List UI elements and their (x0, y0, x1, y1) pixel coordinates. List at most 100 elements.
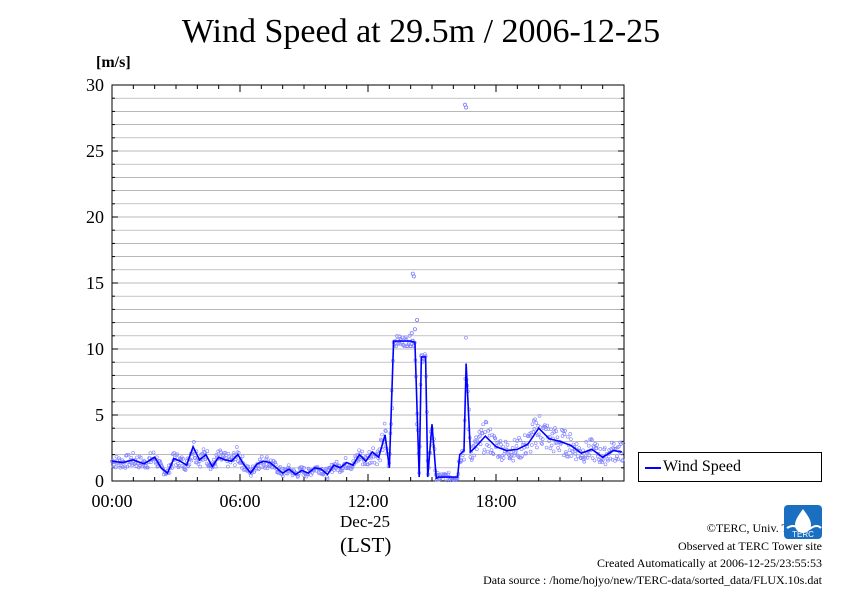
data-point (423, 352, 427, 356)
data-point (571, 442, 576, 447)
data-point (300, 465, 304, 469)
data-point (319, 472, 324, 476)
data-point (618, 440, 622, 445)
data-point (620, 458, 624, 463)
data-point (562, 453, 566, 458)
data-point (532, 426, 537, 431)
data-point (446, 470, 451, 475)
y-tick-label: 25 (86, 141, 104, 161)
data-point (477, 430, 482, 434)
data-point (549, 427, 553, 432)
data-point (371, 446, 375, 451)
data-point (499, 458, 504, 462)
data-point (482, 447, 487, 452)
data-point (290, 473, 295, 478)
data-point (545, 423, 550, 428)
data-point (548, 446, 553, 451)
x-axis-date-label: Dec-25 (340, 512, 391, 531)
data-point (520, 454, 525, 458)
data-point (357, 448, 361, 453)
data-point (537, 432, 541, 437)
data-point (600, 460, 605, 464)
data-point (488, 427, 493, 432)
data-point (324, 468, 329, 472)
data-point (490, 451, 495, 455)
data-point (537, 414, 542, 418)
data-point (193, 456, 197, 460)
data-point (618, 442, 623, 446)
data-point (505, 443, 510, 447)
data-point (561, 429, 566, 433)
data-point (214, 453, 219, 457)
data-point (498, 439, 503, 443)
data-point (249, 473, 253, 478)
data-point (213, 464, 218, 469)
data-point (281, 474, 285, 478)
data-point (265, 455, 269, 460)
data-point (394, 344, 398, 349)
data-point (175, 452, 180, 456)
data-point (601, 458, 605, 462)
data-point (524, 451, 528, 455)
data-point (531, 430, 535, 434)
data-point (523, 451, 528, 456)
data-point (569, 454, 574, 458)
data-point (256, 467, 261, 471)
data-point (603, 462, 608, 467)
data-point (462, 457, 466, 462)
data-point (226, 464, 230, 469)
y-tick-label: 15 (86, 273, 104, 293)
data-point (285, 471, 290, 476)
data-point (232, 453, 237, 457)
x-axis-timezone-label: (LST) (340, 533, 392, 557)
legend: Wind Speed (638, 452, 822, 482)
data-point (158, 459, 162, 463)
data-point (581, 448, 585, 453)
data-point (116, 463, 121, 467)
data-point (205, 449, 210, 453)
data-point (270, 465, 274, 470)
data-point (568, 432, 573, 436)
data-point (251, 464, 255, 469)
created-text: Created Automatically at 2006-12-25/23:5… (597, 556, 822, 570)
data-point (189, 458, 194, 463)
data-point (512, 453, 516, 458)
data-point (325, 476, 330, 481)
data-point (226, 452, 231, 456)
data-point (176, 465, 181, 470)
outlier-point (415, 317, 420, 322)
data-point (149, 460, 153, 464)
data-point (380, 432, 384, 437)
data-point (585, 455, 590, 460)
data-point (117, 456, 121, 461)
data-point (446, 472, 450, 477)
data-point (594, 446, 599, 451)
data-point (478, 434, 482, 438)
data-point (501, 456, 506, 460)
data-point (496, 440, 501, 444)
data-point (302, 465, 306, 470)
data-point (383, 428, 388, 433)
data-point (464, 335, 468, 340)
data-point (544, 427, 548, 432)
series-line-wind-speed (111, 340, 622, 480)
data-point (479, 428, 484, 432)
data-point (621, 441, 626, 446)
data-point (574, 457, 578, 462)
data-point (533, 417, 537, 422)
data-point (317, 471, 322, 476)
data-point (235, 445, 239, 449)
observed-text: Observed at TERC Tower site (677, 539, 822, 553)
data-point (569, 437, 573, 441)
y-tick-label: 0 (95, 471, 104, 491)
data-point (493, 436, 498, 441)
data-point (473, 439, 477, 443)
data-point (203, 457, 208, 461)
terc-logo: TERC (784, 505, 822, 539)
data-point (474, 447, 479, 452)
data-point (557, 448, 562, 453)
data-point (515, 439, 519, 443)
data-point (584, 440, 589, 444)
data-point (344, 466, 349, 470)
data-point (368, 461, 372, 465)
